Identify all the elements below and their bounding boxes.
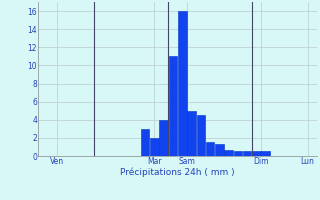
Bar	[234, 151, 242, 156]
Bar	[252, 151, 261, 156]
Bar	[159, 120, 168, 156]
Bar	[169, 56, 177, 156]
Bar	[141, 129, 149, 156]
Bar	[243, 151, 252, 156]
Bar	[261, 151, 270, 156]
Bar	[196, 115, 205, 156]
Bar	[224, 150, 233, 156]
Bar	[187, 111, 196, 156]
X-axis label: Précipitations 24h ( mm ): Précipitations 24h ( mm )	[120, 168, 235, 177]
Bar	[150, 138, 159, 156]
Bar	[215, 144, 224, 156]
Bar	[178, 11, 187, 156]
Bar	[206, 142, 214, 156]
